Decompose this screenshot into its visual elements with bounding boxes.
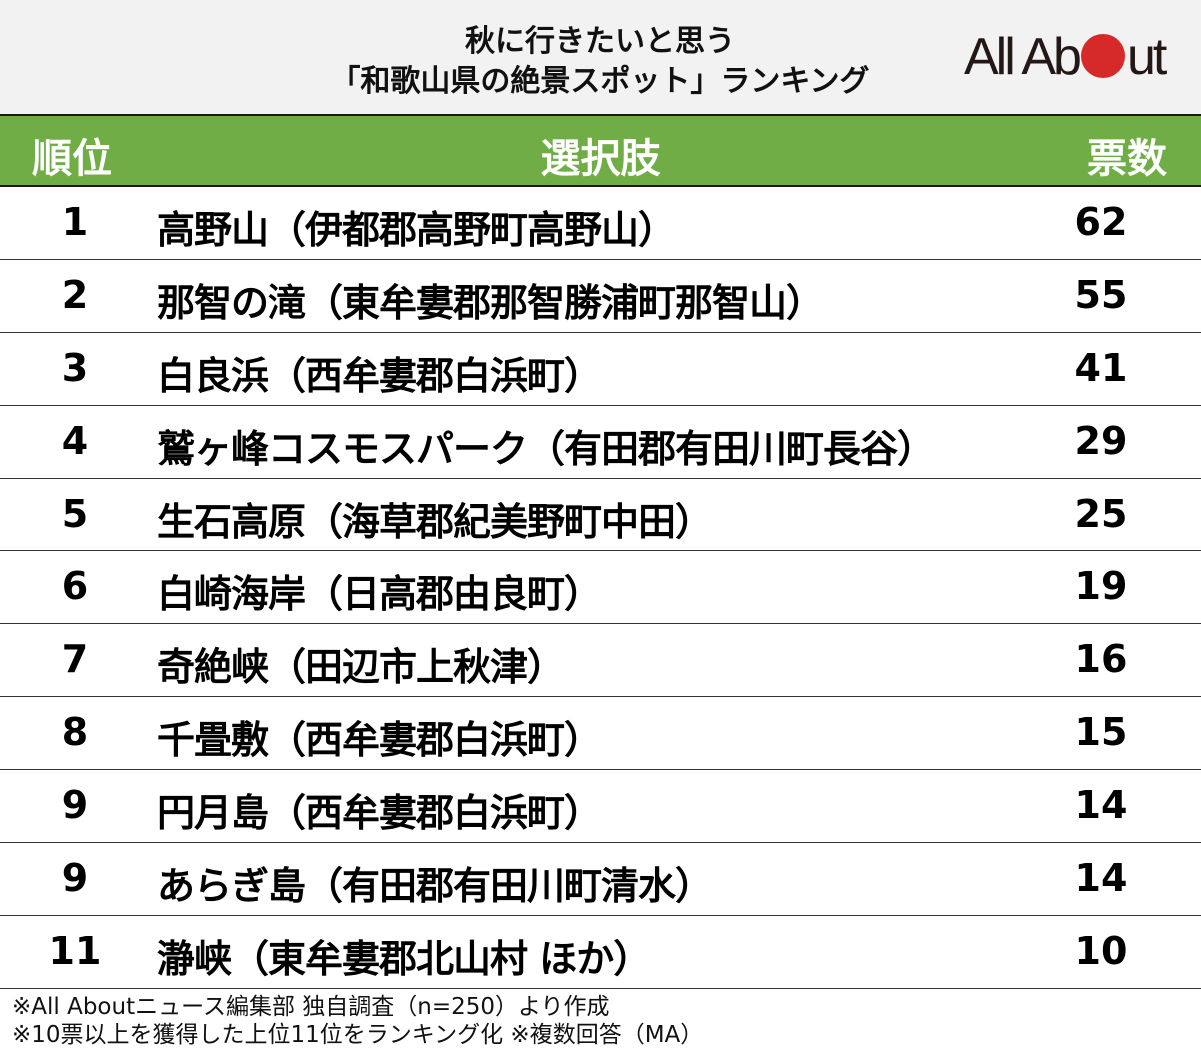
table-row: 8 千畳敷（西牟婁郡白浜町） 15 xyxy=(0,697,1201,771)
choice-cell: あらぎ島（有田郡有田川町清水） xyxy=(157,864,713,909)
title-line-2: 「和歌山県の絶景スポット」ランキング xyxy=(330,64,870,99)
votes-cell: 55 xyxy=(1074,272,1128,317)
rank-cell: 5 xyxy=(61,491,89,536)
title-area: 秋に行きたいと思う 「和歌山県の絶景スポット」ランキング All Ab ut xyxy=(0,0,1201,114)
rank-cell: 1 xyxy=(61,200,89,244)
rank-cell: 8 xyxy=(61,710,89,755)
rank-cell: 9 xyxy=(61,783,89,828)
choice-cell: 円月島（西牟婁郡白浜町） xyxy=(157,791,602,836)
rank-cell: 7 xyxy=(61,637,89,682)
table-row: 7 奇絶峡（田辺市上秋津） 16 xyxy=(0,624,1201,698)
choice-cell: 白良浜（西牟婁郡白浜町） xyxy=(157,353,602,398)
choice-cell: 那智の滝（東牟婁郡那智勝浦町那智山） xyxy=(157,280,824,325)
votes-cell: 14 xyxy=(1074,856,1128,901)
footnote-source: ※All Aboutニュース編集部 独自調査（n=250）より作成 xyxy=(12,994,610,1020)
choice-cell: 鷲ヶ峰コスモスパーク（有田郡有田川町長谷） xyxy=(157,426,935,471)
table-row: 1 高野山（伊都郡高野町高野山） 62 xyxy=(0,187,1201,260)
choice-cell: 千畳敷（西牟婁郡白浜町） xyxy=(157,718,602,763)
logo-text-start: All Ab xyxy=(964,28,1082,86)
votes-cell: 15 xyxy=(1074,710,1128,755)
rank-cell: 6 xyxy=(61,564,89,609)
votes-cell: 14 xyxy=(1074,783,1128,828)
votes-cell: 29 xyxy=(1074,418,1128,463)
footnotes: ※All Aboutニュース編集部 独自調査（n=250）より作成 ※10票以上… xyxy=(12,993,703,1049)
ranking-table-body: 1 高野山（伊都郡高野町高野山） 62 2 那智の滝（東牟婁郡那智勝浦町那智山）… xyxy=(0,187,1201,989)
logo-red-dot-icon xyxy=(1080,34,1125,78)
table-row: 2 那智の滝（東牟婁郡那智勝浦町那智山） 55 xyxy=(0,260,1201,333)
votes-cell: 10 xyxy=(1074,928,1128,973)
rank-cell: 4 xyxy=(61,418,89,463)
table-row: 6 白崎海岸（日高郡由良町） 19 xyxy=(0,551,1201,625)
table-row: 5 生石高原（海草郡紀美野町中田） 25 xyxy=(0,479,1201,552)
page-title: 秋に行きたいと思う 「和歌山県の絶景スポット」ランキング xyxy=(200,22,1000,102)
votes-cell: 62 xyxy=(1074,200,1128,244)
choice-cell: 瀞峡（東牟婁郡北山村 ほか） xyxy=(157,936,651,981)
rank-cell: 9 xyxy=(61,856,89,901)
rank-cell: 2 xyxy=(61,272,89,317)
rank-cell: 11 xyxy=(48,928,102,973)
table-row: 11 瀞峡（東牟婁郡北山村 ほか） 10 xyxy=(0,916,1201,989)
title-line-1: 秋に行きたいと思う xyxy=(465,24,735,59)
votes-cell: 25 xyxy=(1074,491,1128,536)
rank-cell: 3 xyxy=(61,345,89,390)
votes-cell: 41 xyxy=(1074,345,1128,390)
table-row: 9 円月島（西牟婁郡白浜町） 14 xyxy=(0,770,1201,844)
header-votes: 票数 xyxy=(1087,136,1167,182)
header-rank: 順位 xyxy=(32,136,112,182)
votes-cell: 16 xyxy=(1074,637,1128,682)
header-choice: 選択肢 xyxy=(540,136,661,182)
all-about-logo: All Ab ut xyxy=(964,31,1167,83)
choice-cell: 白崎海岸（日高郡由良町） xyxy=(157,572,602,617)
choice-cell: 奇絶峡（田辺市上秋津） xyxy=(157,645,565,690)
table-header: 順位 選択肢 票数 xyxy=(0,114,1201,187)
choice-cell: 高野山（伊都郡高野町高野山） xyxy=(157,208,676,252)
table-row: 9 あらぎ島（有田郡有田川町清水） 14 xyxy=(0,843,1201,916)
votes-cell: 19 xyxy=(1074,564,1128,609)
logo-text-end: ut xyxy=(1126,28,1167,86)
choice-cell: 生石高原（海草郡紀美野町中田） xyxy=(157,499,713,544)
footnote-method: ※10票以上を獲得した上位11位をランキング化 ※複数回答（MA） xyxy=(12,1022,704,1048)
table-row: 3 白良浜（西牟婁郡白浜町） 41 xyxy=(0,333,1201,406)
table-row: 4 鷲ヶ峰コスモスパーク（有田郡有田川町長谷） 29 xyxy=(0,406,1201,479)
